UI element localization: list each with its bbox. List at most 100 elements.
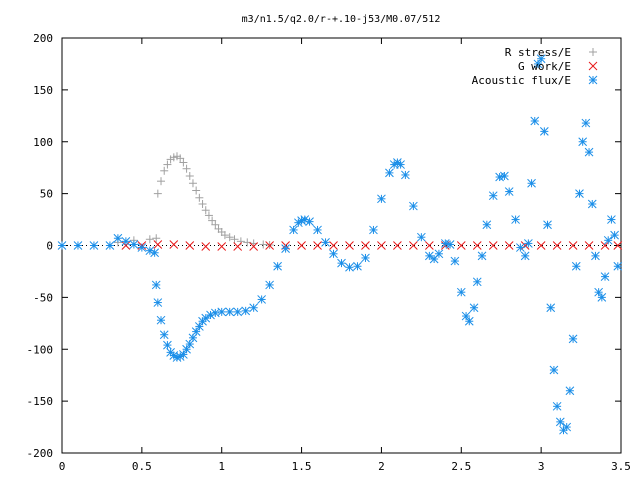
data-point: [156, 315, 166, 325]
y-tick-label: -150: [27, 395, 54, 408]
data-point: [176, 154, 185, 163]
data-point: [57, 241, 67, 250]
data-point: [377, 241, 386, 250]
x-tick-label: 1: [218, 460, 225, 473]
data-point: [409, 241, 418, 250]
data-point: [369, 225, 378, 235]
x-tick-label: 0.5: [132, 460, 152, 473]
legend-label: G work/E: [518, 60, 571, 73]
data-point: [329, 249, 338, 259]
data-point: [157, 177, 166, 186]
data-point: [562, 422, 572, 432]
data-point: [539, 127, 549, 136]
data-point: [456, 241, 466, 250]
y-tick-label: 200: [33, 32, 53, 45]
data-point: [179, 158, 188, 167]
data-point: [153, 240, 163, 249]
data-point: [182, 344, 191, 354]
data-point: [172, 152, 181, 161]
data-point: [584, 147, 594, 157]
data-point: [396, 160, 405, 169]
data-point: [236, 237, 245, 246]
data-point: [220, 231, 229, 240]
data-point: [482, 220, 492, 230]
data-point: [289, 225, 298, 235]
data-point: [182, 164, 191, 173]
data-point: [121, 236, 131, 246]
data-point: [578, 137, 588, 147]
data-point: [546, 303, 556, 313]
data-point: [393, 241, 402, 250]
data-point: [543, 220, 552, 230]
y-tick-label: 100: [33, 136, 53, 149]
data-point: [464, 316, 474, 326]
data-point: [211, 220, 220, 229]
data-point: [552, 401, 562, 411]
data-point: [511, 215, 520, 224]
x-axis-ticks: 0 0.5 1 1.5 2 2.5 3 3.5: [59, 38, 631, 473]
data-point: [201, 313, 211, 323]
data-point: [150, 248, 159, 258]
data-point: [201, 206, 210, 215]
legend-marker: [589, 48, 597, 56]
data-point: [297, 241, 306, 250]
data-point: [571, 261, 581, 271]
data-point: [160, 166, 169, 175]
data-point: [555, 417, 565, 427]
data-point: [536, 241, 546, 250]
data-point: [329, 241, 338, 250]
data-point: [472, 277, 482, 287]
data-point: [185, 241, 195, 250]
data-point: [249, 242, 259, 251]
data-point: [152, 234, 161, 243]
data-point: [249, 303, 259, 313]
data-point: [445, 240, 455, 249]
data-point: [610, 230, 619, 240]
legend-label: Acoustic flux/E: [472, 74, 571, 87]
data-point: [587, 199, 597, 209]
data-point: [163, 160, 172, 169]
data-point: [305, 217, 314, 226]
data-point: [208, 216, 217, 225]
data-point: [185, 171, 194, 180]
data-point: [524, 239, 533, 248]
data-point: [233, 242, 243, 251]
data-point: [613, 261, 623, 271]
data-point: [345, 241, 354, 250]
data-point: [488, 241, 498, 250]
data-point: [337, 258, 346, 268]
data-point: [192, 186, 201, 195]
y-tick-label: 150: [33, 84, 53, 97]
data-point: [204, 211, 213, 220]
data-point: [179, 350, 188, 359]
data-point: [300, 215, 310, 224]
data-point: [527, 178, 536, 188]
data-point: [241, 306, 251, 316]
plot-border: [61, 37, 622, 454]
data-point: [377, 194, 386, 204]
data-point: [520, 251, 530, 261]
data-point: [321, 238, 330, 247]
data-point: [591, 251, 600, 261]
data-point: [603, 235, 613, 245]
x-tick-label: 1.5: [292, 460, 312, 473]
data-point: [488, 191, 498, 201]
data-point: [469, 303, 479, 313]
data-point: [230, 235, 239, 244]
data-point: [600, 241, 610, 250]
data-point: [225, 307, 235, 317]
data-point: [151, 280, 161, 290]
data-point: [568, 334, 578, 344]
data-point: [89, 241, 99, 250]
data-point: [450, 256, 460, 266]
y-tick-label: 50: [40, 188, 53, 201]
legend-marker: [588, 61, 598, 71]
data-point: [73, 241, 83, 250]
series-2: [121, 240, 623, 251]
data-point: [121, 241, 131, 250]
data-point: [575, 189, 584, 198]
y-tick-label: -50: [33, 291, 53, 304]
x-tick-label: 2.5: [451, 460, 471, 473]
